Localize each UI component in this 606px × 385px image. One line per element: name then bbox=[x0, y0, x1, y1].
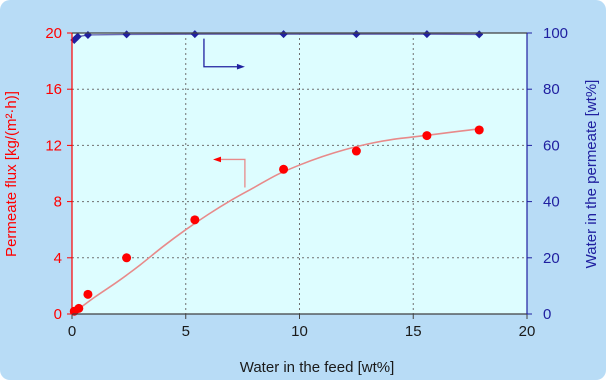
y-axis-right-label: Water in the permeate [wt%] bbox=[583, 80, 600, 269]
flux-point bbox=[351, 146, 361, 156]
y-left-tick-label: 8 bbox=[54, 194, 62, 211]
x-tick-label: 10 bbox=[291, 323, 308, 340]
permeate-water-point bbox=[190, 30, 199, 39]
annotations bbox=[203, 38, 246, 188]
x-tick-label: 0 bbox=[68, 323, 76, 340]
permeate-water-point bbox=[352, 30, 361, 39]
y-left-tick-label: 16 bbox=[45, 81, 62, 98]
permeate-water-point bbox=[279, 30, 288, 39]
y-axis-left-label: Permeate flux [kg/(m²·h)] bbox=[3, 91, 20, 257]
y-right-tick-label: 80 bbox=[543, 81, 560, 98]
data-marks bbox=[69, 30, 484, 316]
flux-point bbox=[422, 131, 432, 141]
y-left-tick-label: 12 bbox=[45, 137, 62, 154]
y-right-tick-label: 60 bbox=[543, 137, 560, 154]
flux-point bbox=[279, 164, 289, 174]
y-right-tick-label: 100 bbox=[543, 25, 568, 42]
x-tick-label: 5 bbox=[182, 323, 190, 340]
permeate-water-point bbox=[475, 30, 484, 39]
y-right-tick-label: 40 bbox=[543, 194, 560, 211]
x-axis-label: Water in the feed [wt%] bbox=[240, 359, 395, 376]
permeate-water-point bbox=[122, 30, 131, 39]
y-right-tick-label: 20 bbox=[543, 250, 560, 267]
flux-axis-arrow-line bbox=[219, 158, 246, 188]
fit-curve bbox=[71, 127, 482, 315]
permeate-axis-arrowhead bbox=[236, 63, 245, 70]
y-left-tick-label: 0 bbox=[54, 306, 62, 323]
flux-point bbox=[74, 303, 84, 313]
permeate-axis-arrow-line bbox=[203, 38, 239, 68]
flux-point bbox=[122, 253, 132, 263]
y-left-tick-label: 20 bbox=[45, 25, 62, 42]
permeate-water-point bbox=[73, 32, 82, 41]
flux-point bbox=[190, 215, 200, 225]
flux-axis-arrowhead bbox=[213, 156, 222, 163]
y-left-tick-label: 4 bbox=[54, 250, 62, 267]
axes: 0 5 10 15 20 0 4 8 12 16 20 0 20 40 60 80 100 bbox=[45, 25, 568, 340]
flux-point bbox=[83, 289, 93, 299]
y-right-tick-label: 0 bbox=[543, 306, 551, 323]
flux-point bbox=[474, 125, 484, 135]
fit-curve-group bbox=[71, 127, 482, 315]
permeate-water-point bbox=[422, 30, 431, 39]
x-tick-label: 15 bbox=[405, 323, 422, 340]
x-tick-label: 20 bbox=[519, 323, 536, 340]
